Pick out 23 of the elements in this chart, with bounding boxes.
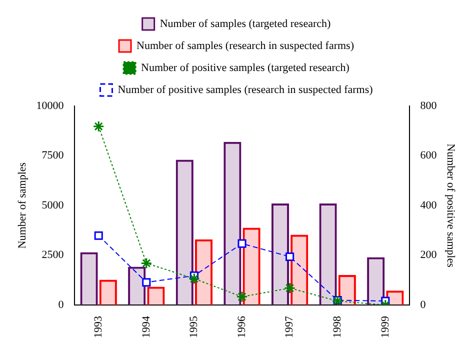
y-axis-title: Number of samples <box>16 162 28 249</box>
y2-tick-label: 200 <box>420 249 438 262</box>
y-tick-label: 0 <box>58 298 64 311</box>
y2-tick-label: 0 <box>420 298 426 311</box>
x-tick-label: 1997 <box>284 316 296 338</box>
y-tick-label: 7500 <box>42 150 64 162</box>
legend-label: Number of samples (targeted research) <box>160 18 332 30</box>
x-tick-label: 1996 <box>236 316 248 338</box>
legend-label: Number of positive samples (targeted research) <box>141 62 350 74</box>
x-tick-label: 1995 <box>188 316 200 338</box>
x-tick-label: 1998 <box>331 316 344 338</box>
legend-label: Number of positive samples (research in suspected farms) <box>118 84 374 96</box>
y2-axis-title: Number of positive samples <box>444 144 457 268</box>
y2-tick-label: 600 <box>420 150 438 162</box>
x-tick-label: 1999 <box>379 316 392 338</box>
x-tick-label: 1994 <box>140 316 152 338</box>
legend-label: Number of samples (research in suspected farms) <box>136 40 354 52</box>
y2-tick-label: 800 <box>420 100 438 112</box>
x-tick-label: 1993 <box>92 316 104 338</box>
y2-tick-label: 400 <box>420 199 438 212</box>
y-tick-label: 5000 <box>42 199 64 212</box>
y-tick-label: 10000 <box>36 100 64 112</box>
y-tick-label: 2500 <box>42 249 64 262</box>
